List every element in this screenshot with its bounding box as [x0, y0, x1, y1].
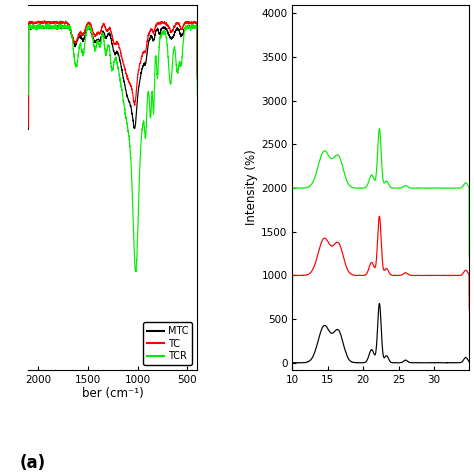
TC [194, 73, 200, 78]
TCR [190, 22, 195, 27]
MTC [46, 22, 51, 28]
TCR [53, 21, 58, 27]
Text: (a): (a) [20, 454, 46, 472]
TC [190, 20, 195, 26]
TC [42, 18, 48, 24]
TC [103, 27, 109, 33]
Line: TCR: TCR [28, 24, 197, 272]
TC [190, 19, 195, 25]
TCR [103, 51, 109, 57]
MTC [108, 34, 113, 39]
MTC [190, 25, 195, 30]
TC [34, 19, 40, 25]
TCR [159, 31, 164, 36]
TCR [108, 59, 113, 65]
MTC [26, 127, 31, 132]
MTC [103, 36, 109, 41]
TC [159, 21, 164, 27]
Y-axis label: Intensity (%): Intensity (%) [246, 149, 258, 225]
Line: MTC: MTC [28, 25, 197, 129]
Line: TC: TC [28, 21, 197, 127]
TCR [133, 269, 138, 274]
MTC [159, 27, 164, 32]
TCR [34, 27, 40, 33]
MTC [34, 25, 40, 31]
X-axis label: ber (cm⁻¹): ber (cm⁻¹) [82, 387, 144, 401]
TCR [190, 23, 195, 28]
TCR [194, 92, 200, 98]
MTC [190, 25, 195, 30]
TC [26, 124, 31, 130]
Legend: MTC, TC, TCR: MTC, TC, TCR [143, 322, 192, 365]
TCR [26, 91, 31, 97]
MTC [194, 76, 200, 82]
TC [108, 28, 113, 34]
